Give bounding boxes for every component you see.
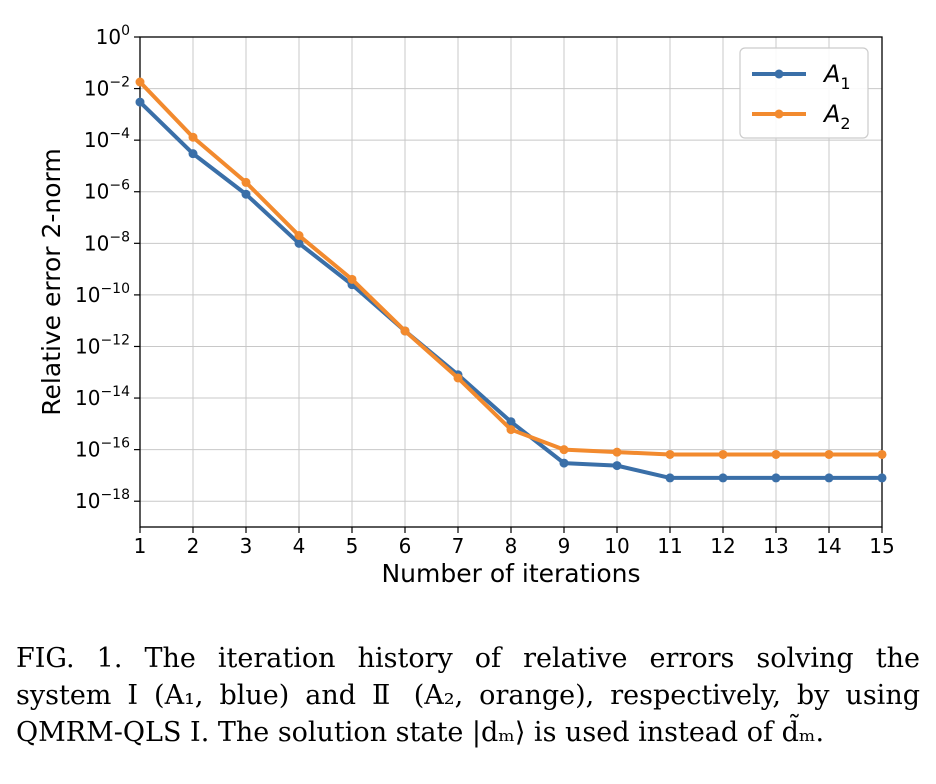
data-point-A1 bbox=[771, 473, 781, 483]
y-tick-base: 10 bbox=[75, 283, 100, 307]
series bbox=[135, 77, 887, 483]
figure-caption: FIG. 1. The iteration history of relativ… bbox=[16, 640, 920, 751]
data-point-A1 bbox=[718, 473, 728, 483]
y-tick-base: 10 bbox=[75, 334, 100, 358]
legend-label-sub: 2 bbox=[840, 114, 850, 133]
y-axis-ticks: 10010−210−410−610−810−1010−1210−1410−161… bbox=[75, 23, 140, 513]
data-point-A1 bbox=[824, 473, 834, 483]
y-tick-base: 10 bbox=[75, 386, 100, 410]
y-tick-base: 10 bbox=[84, 231, 109, 255]
data-point-A2 bbox=[559, 445, 569, 455]
data-point-A2 bbox=[718, 449, 728, 459]
y-tick-label: 10−8 bbox=[84, 229, 130, 255]
data-point-A2 bbox=[294, 231, 304, 241]
y-tick-label: 10−4 bbox=[84, 126, 130, 152]
data-point-A1 bbox=[294, 238, 304, 248]
legend-marker-A1 bbox=[774, 69, 784, 79]
y-tick-exponent: −14 bbox=[100, 384, 130, 400]
y-tick-exponent: −10 bbox=[100, 281, 130, 297]
data-point-A2 bbox=[506, 425, 516, 435]
x-tick-label: 2 bbox=[187, 534, 200, 558]
x-tick-label: 6 bbox=[399, 534, 412, 558]
y-tick-label: 10−6 bbox=[84, 178, 130, 204]
y-axis-label: Relative error 2-norm bbox=[37, 148, 66, 416]
relative-error-chart: 1 2 3 4 5 6 7 8 9 10 11 12 13 14 15 10010−210−410−610−… bbox=[37, 23, 895, 588]
legend-label-A1: A1 bbox=[822, 60, 851, 93]
y-tick-exponent: −4 bbox=[109, 126, 130, 142]
series-A1 bbox=[135, 97, 887, 483]
x-tick-label: 9 bbox=[558, 534, 571, 558]
legend-label-sub: 1 bbox=[840, 74, 850, 93]
grid bbox=[139, 36, 883, 527]
x-tick-label: 11 bbox=[657, 534, 682, 558]
x-tick-label: 7 bbox=[452, 534, 465, 558]
x-tick-label: 5 bbox=[346, 534, 359, 558]
data-point-A2 bbox=[241, 177, 251, 187]
y-tick-exponent: −12 bbox=[100, 332, 130, 348]
caption-line-2: system I (A₁, blue) and Ⅱ (A₂, orange), … bbox=[16, 680, 920, 711]
y-tick-label: 10−14 bbox=[75, 384, 130, 410]
data-point-A2 bbox=[665, 449, 675, 459]
data-point-A1 bbox=[188, 149, 198, 159]
y-tick-base: 10 bbox=[84, 180, 109, 204]
x-tick-label: 15 bbox=[869, 534, 894, 558]
series-A2 bbox=[135, 77, 887, 459]
y-tick-exponent: −6 bbox=[109, 178, 130, 194]
legend-marker-A2 bbox=[774, 109, 784, 119]
y-tick-label: 10−18 bbox=[75, 487, 130, 513]
y-tick-label: 10−16 bbox=[75, 436, 130, 462]
y-tick-label: 100 bbox=[96, 23, 130, 49]
data-point-A2 bbox=[824, 449, 834, 459]
data-point-A1 bbox=[612, 461, 622, 471]
data-point-A1 bbox=[559, 458, 569, 468]
y-tick-label: 10−12 bbox=[75, 332, 130, 358]
data-point-A2 bbox=[188, 132, 198, 142]
data-point-A2 bbox=[347, 274, 357, 284]
y-tick-base: 10 bbox=[75, 438, 100, 462]
data-point-A1 bbox=[665, 473, 675, 483]
data-point-A1 bbox=[877, 473, 887, 483]
data-point-A2 bbox=[771, 449, 781, 459]
x-tick-label: 3 bbox=[240, 534, 253, 558]
x-tick-label: 4 bbox=[293, 534, 306, 558]
y-tick-base: 10 bbox=[96, 25, 121, 49]
x-axis-ticks: 1 2 3 4 5 6 7 8 9 10 11 12 13 14 15 bbox=[134, 527, 895, 558]
data-point-A1 bbox=[241, 189, 251, 199]
caption-line-1: FIG. 1. The iteration history of relativ… bbox=[16, 643, 920, 674]
y-tick-exponent: −8 bbox=[109, 229, 130, 245]
y-tick-exponent: −18 bbox=[100, 487, 130, 503]
x-axis-label: Number of iterations bbox=[381, 559, 640, 588]
data-point-A2 bbox=[400, 326, 410, 336]
y-tick-exponent: −16 bbox=[100, 436, 130, 452]
caption-line-3: QMRM-QLS I. The solution state |dₘ⟩ is u… bbox=[16, 717, 825, 748]
data-point-A2 bbox=[877, 449, 887, 459]
y-tick-exponent: −2 bbox=[109, 75, 130, 91]
data-point-A2 bbox=[453, 373, 463, 383]
y-tick-exponent: 0 bbox=[121, 23, 130, 39]
x-tick-label: 13 bbox=[763, 534, 788, 558]
legend-label-A2: A2 bbox=[822, 100, 851, 133]
legend-label-main: A bbox=[822, 60, 840, 88]
x-tick-label: 8 bbox=[505, 534, 518, 558]
x-tick-label: 10 bbox=[604, 534, 629, 558]
data-point-A1 bbox=[135, 97, 145, 107]
y-tick-base: 10 bbox=[84, 128, 109, 152]
x-tick-label: 14 bbox=[816, 534, 841, 558]
data-point-A1 bbox=[506, 417, 516, 427]
y-tick-base: 10 bbox=[84, 77, 109, 101]
legend-label-main: A bbox=[822, 100, 840, 128]
x-tick-label: 1 bbox=[134, 534, 147, 558]
y-tick-base: 10 bbox=[75, 489, 100, 513]
data-point-A2 bbox=[135, 77, 145, 87]
y-tick-label: 10−10 bbox=[75, 281, 130, 307]
data-point-A2 bbox=[612, 447, 622, 457]
x-tick-label: 12 bbox=[710, 534, 735, 558]
y-tick-label: 10−2 bbox=[84, 75, 130, 101]
